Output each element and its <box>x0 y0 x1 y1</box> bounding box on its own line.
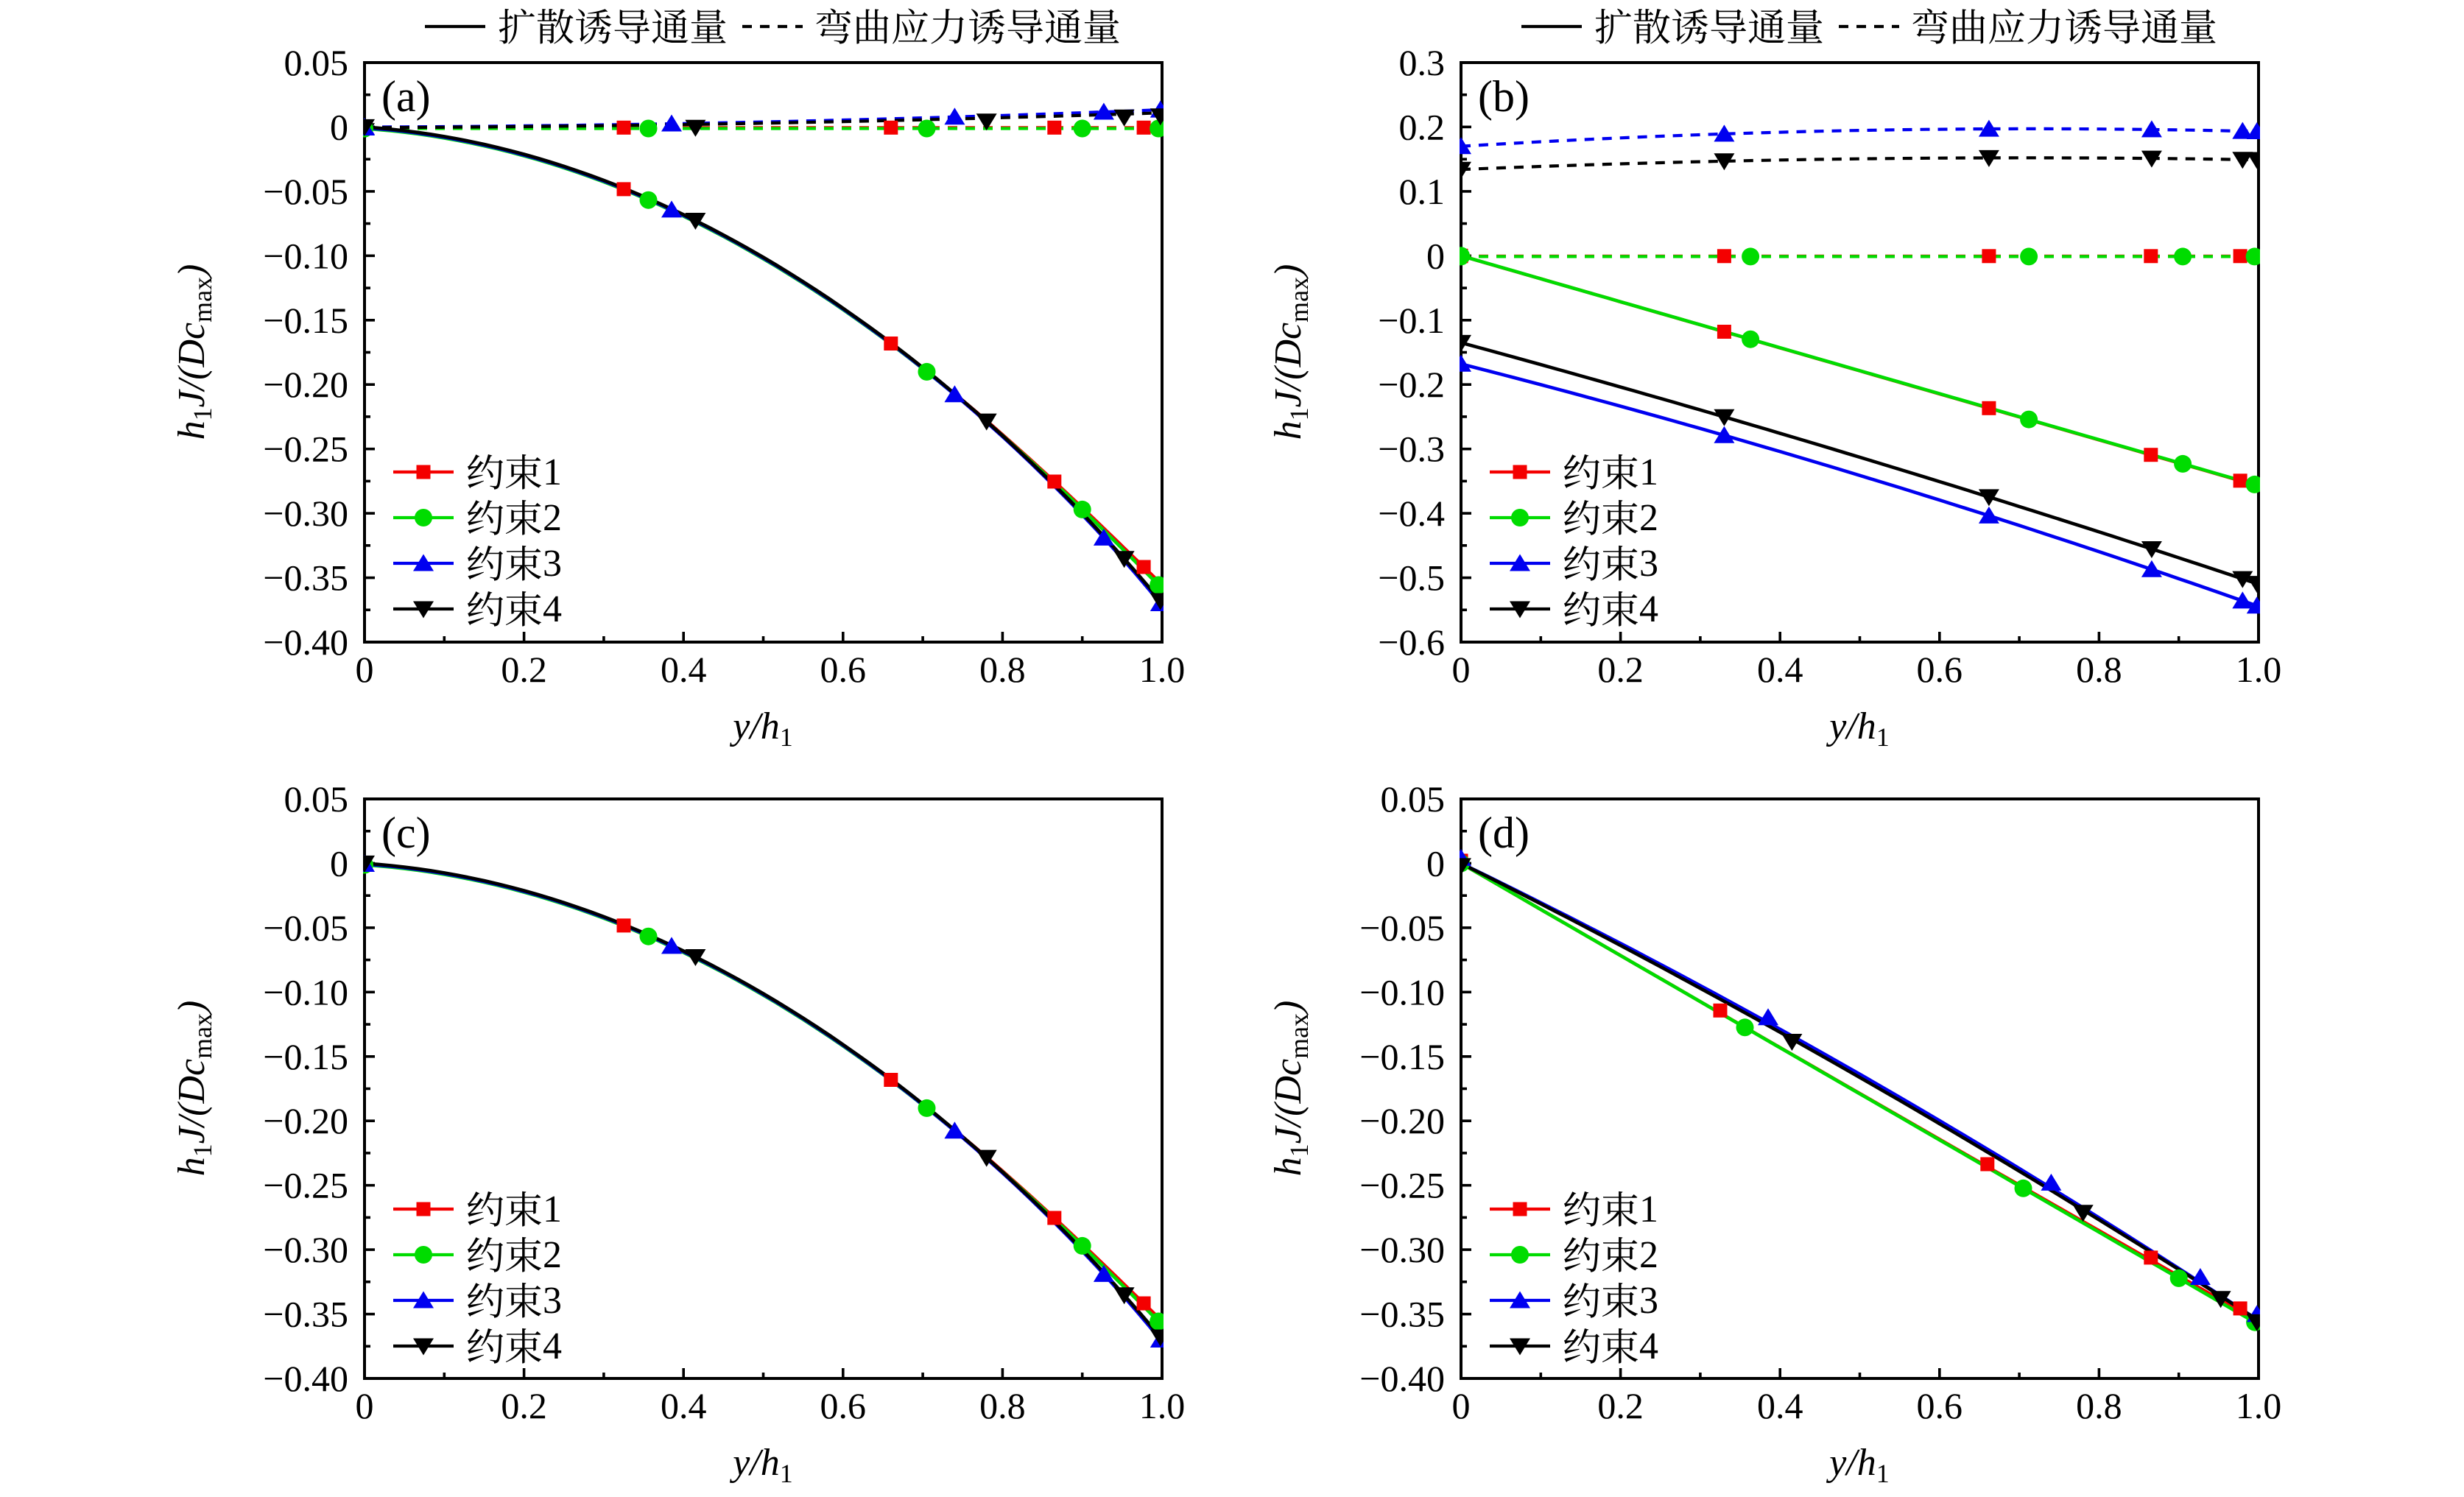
svg-text:−0.30: −0.30 <box>263 493 348 534</box>
svg-text:0: 0 <box>330 106 348 147</box>
svg-text:3: 3 <box>543 1280 562 1322</box>
svg-text:−0.05: −0.05 <box>1359 907 1445 948</box>
svg-text:0.2: 0.2 <box>501 1385 547 1426</box>
svg-text:y/h1: y/h1 <box>729 705 793 752</box>
svg-text:0.4: 0.4 <box>1757 649 1803 690</box>
svg-text:−0.25: −0.25 <box>1359 1165 1445 1206</box>
svg-text:2: 2 <box>1639 497 1658 539</box>
svg-text:0.8: 0.8 <box>2076 1385 2122 1426</box>
svg-text:0: 0 <box>1426 842 1445 884</box>
svg-text:−0.3: −0.3 <box>1378 429 1445 470</box>
svg-text:1: 1 <box>543 451 562 493</box>
svg-text:0.8: 0.8 <box>979 1385 1026 1426</box>
svg-text:−0.40: −0.40 <box>263 621 348 663</box>
svg-text:−0.25: −0.25 <box>263 429 348 470</box>
svg-text:3: 3 <box>1639 1280 1658 1322</box>
svg-text:(d): (d) <box>1478 809 1530 857</box>
svg-text:1: 1 <box>1639 451 1658 493</box>
svg-text:0.8: 0.8 <box>2076 649 2122 690</box>
svg-text:0.4: 0.4 <box>661 649 707 690</box>
svg-text:(a): (a) <box>381 72 431 121</box>
svg-text:0.2: 0.2 <box>501 649 547 690</box>
svg-text:−0.2: −0.2 <box>1378 364 1445 405</box>
svg-text:−0.6: −0.6 <box>1378 621 1445 663</box>
svg-text:0.6: 0.6 <box>1917 649 1963 690</box>
svg-text:1: 1 <box>543 1188 562 1230</box>
svg-text:−0.5: −0.5 <box>1378 557 1445 599</box>
svg-text:0: 0 <box>330 842 348 884</box>
svg-text:0: 0 <box>1452 1385 1471 1426</box>
svg-text:−0.20: −0.20 <box>263 1100 348 1141</box>
svg-text:−0.35: −0.35 <box>263 1294 348 1335</box>
svg-text:0: 0 <box>356 649 374 690</box>
svg-text:−0.05: −0.05 <box>263 171 348 212</box>
svg-text:−0.10: −0.10 <box>263 235 348 276</box>
svg-text:2: 2 <box>543 497 562 539</box>
svg-text:0.05: 0.05 <box>284 42 349 83</box>
svg-text:0.2: 0.2 <box>1399 106 1446 147</box>
svg-text:0.6: 0.6 <box>820 1385 867 1426</box>
svg-text:0.6: 0.6 <box>820 649 867 690</box>
svg-text:(c): (c) <box>381 809 431 857</box>
svg-text:−0.40: −0.40 <box>263 1358 348 1399</box>
svg-text:1.0: 1.0 <box>1139 1385 1186 1426</box>
svg-text:0: 0 <box>356 1385 374 1426</box>
svg-text:3: 3 <box>543 543 562 585</box>
svg-text:−0.35: −0.35 <box>263 557 348 599</box>
svg-text:−0.30: −0.30 <box>1359 1229 1445 1270</box>
svg-text:0.4: 0.4 <box>661 1385 707 1426</box>
svg-text:0: 0 <box>1452 649 1471 690</box>
svg-text:−0.30: −0.30 <box>263 1229 348 1270</box>
svg-text:−0.15: −0.15 <box>1359 1036 1445 1077</box>
svg-text:−0.25: −0.25 <box>263 1165 348 1206</box>
svg-text:3: 3 <box>1639 543 1658 585</box>
svg-text:0.05: 0.05 <box>1381 778 1446 820</box>
svg-text:0.8: 0.8 <box>979 649 1026 690</box>
svg-text:−0.15: −0.15 <box>263 1036 348 1077</box>
svg-text:4: 4 <box>543 1325 562 1367</box>
svg-text:0.3: 0.3 <box>1399 42 1446 83</box>
svg-text:1.0: 1.0 <box>1139 649 1186 690</box>
svg-text:1: 1 <box>1639 1188 1658 1230</box>
svg-text:0: 0 <box>1426 235 1445 276</box>
svg-text:−0.10: −0.10 <box>263 971 348 1012</box>
svg-text:−0.1: −0.1 <box>1378 300 1445 341</box>
svg-text:−0.10: −0.10 <box>1359 971 1445 1012</box>
svg-text:4: 4 <box>543 588 562 630</box>
svg-text:2: 2 <box>1639 1234 1658 1276</box>
svg-text:−0.15: −0.15 <box>263 300 348 341</box>
svg-text:0.05: 0.05 <box>284 778 349 820</box>
svg-text:−0.05: −0.05 <box>263 907 348 948</box>
svg-text:0.1: 0.1 <box>1399 171 1446 212</box>
svg-text:1.0: 1.0 <box>2236 649 2282 690</box>
svg-text:1.0: 1.0 <box>2236 1385 2282 1426</box>
svg-text:−0.40: −0.40 <box>1359 1358 1445 1399</box>
svg-text:(b): (b) <box>1478 72 1530 121</box>
svg-text:0.4: 0.4 <box>1757 1385 1803 1426</box>
svg-text:4: 4 <box>1639 588 1658 630</box>
svg-text:0.2: 0.2 <box>1597 649 1644 690</box>
svg-text:−0.35: −0.35 <box>1359 1294 1445 1335</box>
svg-text:−0.20: −0.20 <box>1359 1100 1445 1141</box>
svg-text:0.2: 0.2 <box>1597 1385 1644 1426</box>
svg-text:2: 2 <box>543 1234 562 1276</box>
svg-text:4: 4 <box>1639 1325 1658 1367</box>
svg-text:0.6: 0.6 <box>1917 1385 1963 1426</box>
svg-text:−0.20: −0.20 <box>263 364 348 405</box>
svg-text:−0.4: −0.4 <box>1378 493 1445 534</box>
